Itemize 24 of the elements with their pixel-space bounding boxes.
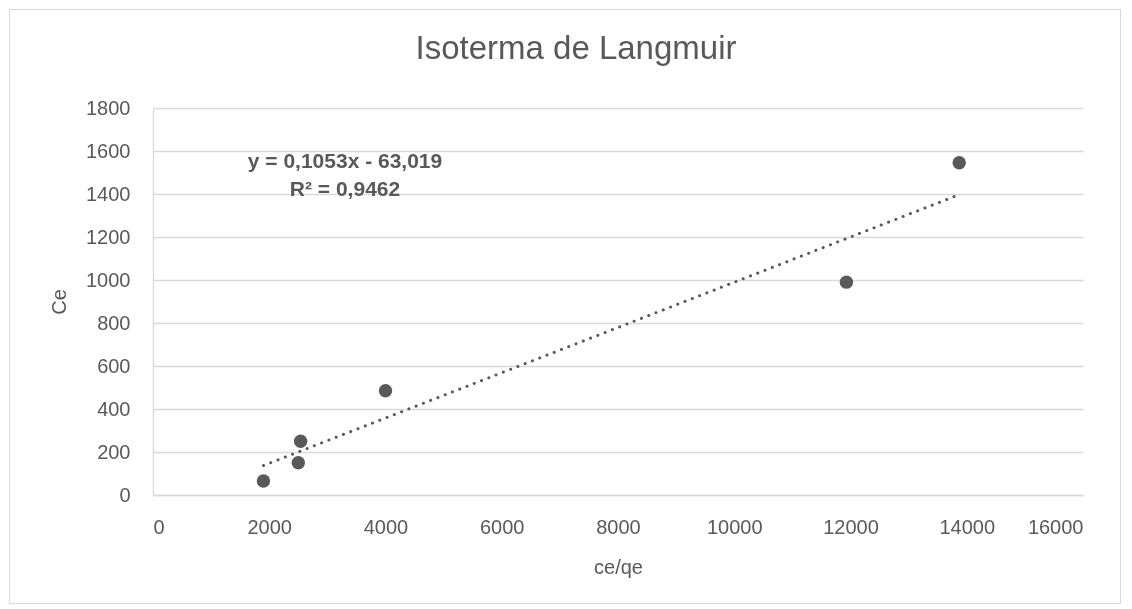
y-tick-label: 800 bbox=[97, 311, 131, 334]
x-axis-title: ce/qe bbox=[594, 555, 643, 578]
chart-title: Isoterma de Langmuir bbox=[415, 29, 737, 66]
y-axis-title: Ce bbox=[48, 289, 71, 315]
y-tick-label: 1600 bbox=[86, 139, 131, 162]
x-tick-label: 6000 bbox=[480, 515, 525, 538]
x-tick-label: 12000 bbox=[823, 515, 879, 538]
x-tick-label: 0 bbox=[153, 515, 165, 538]
y-tick-label: 1800 bbox=[86, 96, 131, 119]
y-tick-label: 200 bbox=[97, 440, 131, 463]
x-tick-label: 8000 bbox=[596, 515, 641, 538]
y-tick-label: 0 bbox=[119, 483, 131, 506]
y-tick-label: 1000 bbox=[86, 268, 131, 291]
x-tick-label: 14000 bbox=[939, 515, 996, 538]
x-tick-label: 2000 bbox=[247, 515, 292, 538]
x-tick-label: 4000 bbox=[363, 515, 409, 538]
y-tick-label: 1400 bbox=[86, 182, 131, 205]
x-tick-label: 16000 bbox=[1027, 515, 1084, 538]
annotation: R² = 0,9462 bbox=[289, 177, 401, 200]
annotation: y = 0,1053x - 63,019 bbox=[247, 149, 443, 172]
x-tick-label: 10000 bbox=[706, 515, 763, 538]
y-tick-label: 400 bbox=[97, 397, 131, 420]
y-tick-label: 600 bbox=[97, 354, 131, 377]
y-tick-label: 1200 bbox=[86, 225, 131, 248]
